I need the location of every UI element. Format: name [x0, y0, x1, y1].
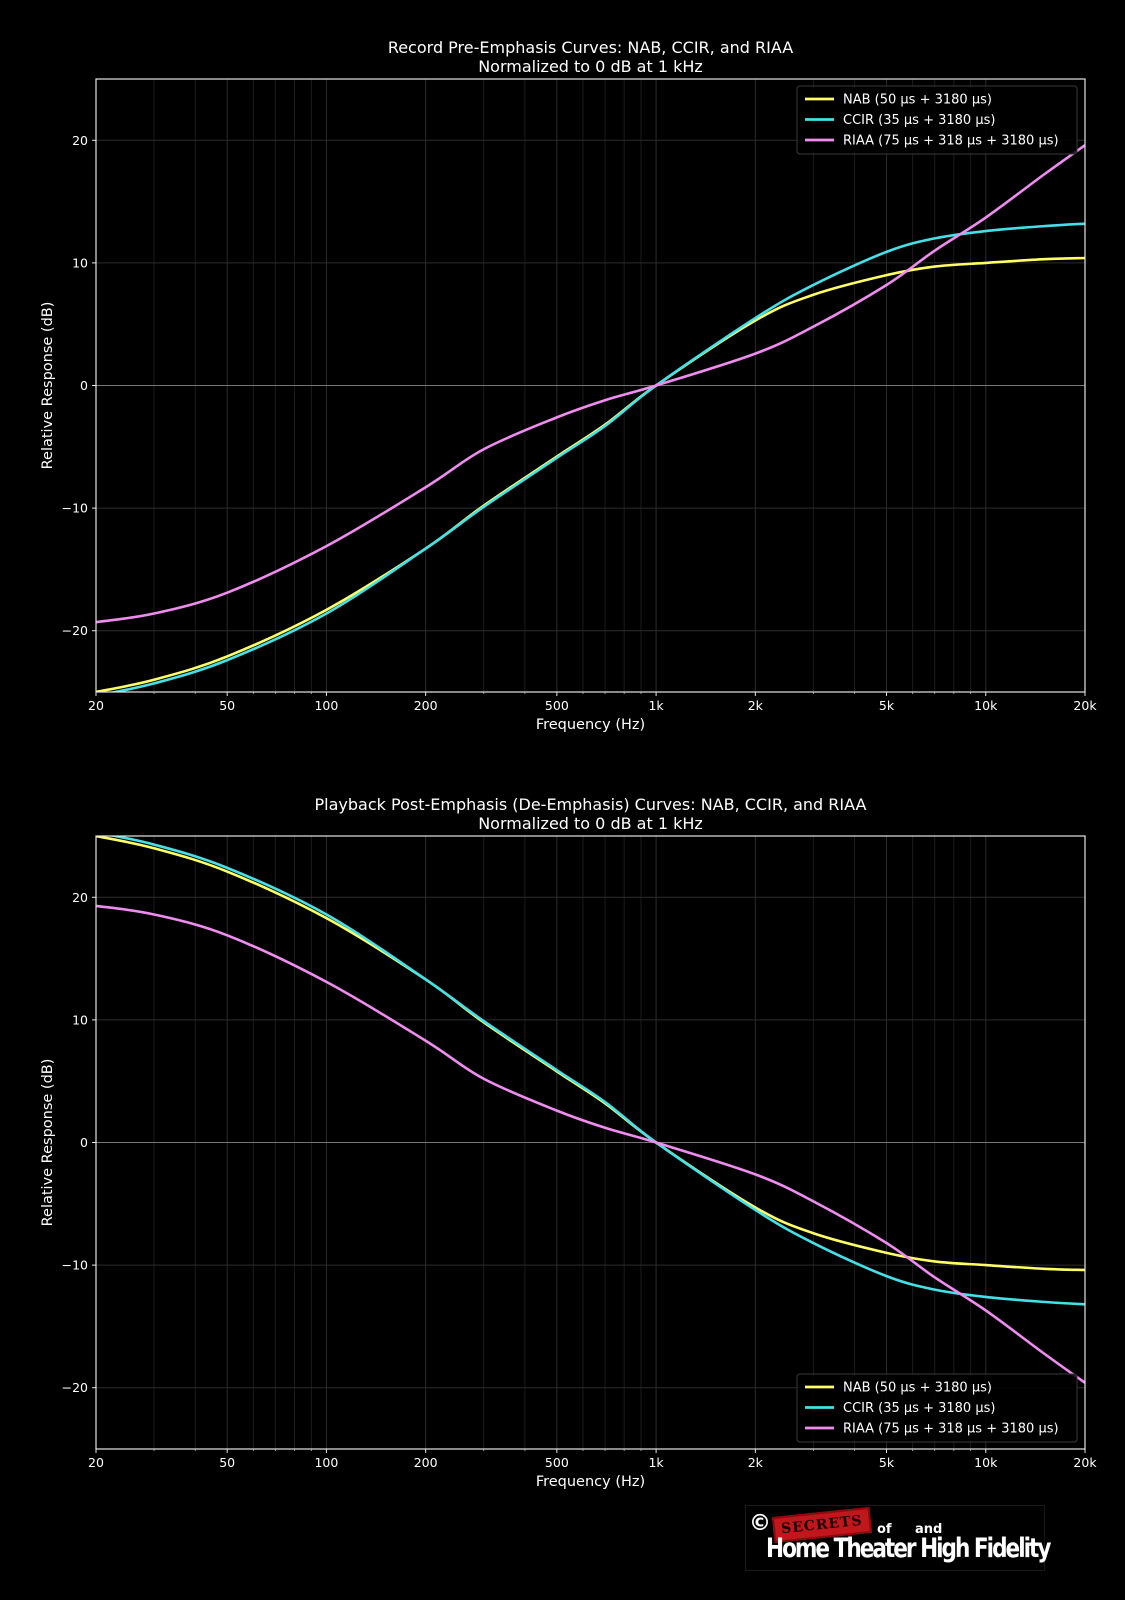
x-tick-label: 5k — [879, 1455, 895, 1470]
chart-title: Record Pre-Emphasis Curves: NAB, CCIR, a… — [388, 38, 793, 57]
series-line-2 — [108, 836, 1085, 1306]
x-tick-label: 20k — [1073, 1455, 1097, 1470]
x-tick-label: 200 — [414, 698, 438, 713]
x-tick-label: 500 — [545, 698, 569, 713]
x-tick-label: 1k — [648, 1455, 664, 1470]
chart-panel-1: Record Pre-Emphasis Curves: NAB, CCIR, a… — [40, 38, 1097, 733]
x-tick-label: 1k — [648, 698, 664, 713]
x-tick-label: 2k — [748, 698, 764, 713]
x-tick-label: 50 — [219, 1455, 235, 1470]
y-axis-label: Relative Response (dB) — [40, 302, 56, 470]
y-tick-label: 10 — [72, 1012, 88, 1027]
y-tick-label: 10 — [72, 255, 88, 270]
x-tick-label: 5k — [879, 698, 895, 713]
x-tick-label: 20 — [88, 1455, 104, 1470]
legend-label-3: RIAA (75 µs + 318 µs + 3180 µs) — [843, 1422, 1059, 1437]
publisher-logo: © SECRETS of and Home Theater High Fidel… — [745, 1505, 1051, 1571]
chart-subtitle: Normalized to 0 dB at 1 kHz — [478, 57, 703, 76]
x-tick-label: 10k — [974, 698, 998, 713]
y-tick-label: 20 — [72, 133, 88, 148]
legend-label-3: RIAA (75 µs + 318 µs + 3180 µs) — [843, 134, 1059, 149]
legend-box — [796, 1373, 1078, 1443]
x-tick-label: 20 — [88, 698, 104, 713]
x-tick-label: 10k — [974, 1455, 998, 1470]
y-tick-label: 0 — [80, 378, 88, 393]
x-axis-label: Frequency (Hz) — [536, 1474, 645, 1490]
legend: NAB (50 µs + 3180 µs) CCIR (35 µs + 3180 … — [796, 85, 1078, 155]
legend-label-2: CCIR (35 µs + 3180 µs) — [843, 113, 995, 128]
x-axis-label: Frequency (Hz) — [536, 717, 645, 733]
x-tick-label: 500 — [545, 1455, 569, 1470]
series-group — [96, 836, 1085, 1384]
x-tick-label: 2k — [748, 1455, 764, 1470]
chart-subtitle: Normalized to 0 dB at 1 kHz — [478, 814, 703, 833]
series-line-2 — [108, 222, 1085, 692]
logo-main-text: Home Theater High Fidelity — [766, 1533, 1051, 1564]
chart-title: Playback Post-Emphasis (De-Emphasis) Cur… — [315, 795, 867, 814]
y-tick-label: −20 — [62, 1380, 88, 1395]
x-tick-label: 200 — [414, 1455, 438, 1470]
legend-label-1: NAB (50 µs + 3180 µs) — [843, 1381, 992, 1396]
legend-box — [796, 85, 1078, 155]
series-group — [96, 144, 1085, 692]
legend-label-1: NAB (50 µs + 3180 µs) — [843, 93, 992, 108]
x-tick-label: 100 — [314, 698, 338, 713]
y-tick-label: 20 — [72, 890, 88, 905]
logo-of-word: of — [877, 1522, 892, 1537]
series-line-3 — [96, 144, 1085, 624]
copyright-symbol: © — [749, 1511, 771, 1536]
x-tick-label: 20k — [1073, 698, 1097, 713]
y-axis-label: Relative Response (dB) — [40, 1059, 56, 1227]
y-tick-label: 0 — [80, 1135, 88, 1150]
series-line-3 — [96, 904, 1085, 1384]
y-tick-label: −10 — [62, 1258, 88, 1273]
y-tick-label: −10 — [62, 501, 88, 516]
legend-label-2: CCIR (35 µs + 3180 µs) — [843, 1401, 995, 1416]
legend: NAB (50 µs + 3180 µs) CCIR (35 µs + 3180 … — [796, 1373, 1078, 1443]
chart-panel-2: Playback Post-Emphasis (De-Emphasis) Cur… — [40, 795, 1097, 1490]
logo-and-word: and — [915, 1522, 943, 1537]
x-tick-label: 100 — [314, 1455, 338, 1470]
y-tick-label: −20 — [62, 623, 88, 638]
x-tick-label: 50 — [219, 698, 235, 713]
